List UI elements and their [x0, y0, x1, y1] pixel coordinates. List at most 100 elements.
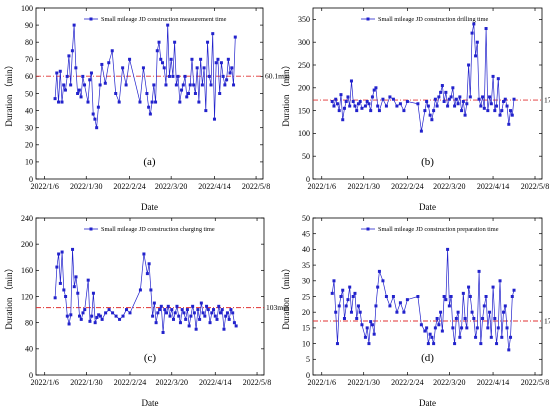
data-point	[344, 99, 348, 103]
data-point	[95, 126, 99, 130]
data-point	[391, 295, 395, 298]
data-point	[79, 317, 83, 321]
data-point	[395, 104, 399, 108]
data-point	[456, 102, 460, 106]
y-tick-label: 0	[306, 371, 310, 380]
y-tick-label: 120	[21, 292, 33, 301]
data-point	[74, 66, 78, 70]
data-point	[388, 95, 392, 99]
data-point	[505, 104, 509, 108]
data-point	[467, 63, 471, 67]
y-axis-label: Duration （min）	[281, 263, 291, 329]
data-point	[479, 342, 483, 346]
data-point	[72, 23, 76, 27]
data-point	[149, 288, 153, 292]
panel-label: (b)	[421, 156, 434, 168]
data-point	[493, 109, 497, 113]
data-point	[463, 316, 467, 320]
data-point	[69, 313, 73, 317]
data-point	[342, 316, 346, 320]
data-point	[121, 66, 125, 70]
data-point	[430, 335, 434, 339]
x-tick-label: 2022/4/14	[477, 182, 509, 191]
data-point	[432, 342, 436, 346]
y-tick-label: 40	[25, 106, 33, 115]
data-point	[468, 95, 472, 99]
data-point	[178, 321, 182, 325]
data-point	[363, 335, 367, 339]
y-tick-label: 15	[302, 324, 310, 333]
data-point	[93, 321, 97, 325]
y-tick-label: 10	[25, 158, 33, 167]
x-tick-label: 2022/3/20	[433, 182, 465, 191]
data-point	[365, 99, 369, 103]
data-point	[372, 332, 376, 336]
data-point	[154, 100, 158, 104]
chart-panel-3: 0 40 80 120 160 200 240 2022/1/6 2022/1/30 2022/2…	[4, 214, 289, 408]
data-point	[79, 95, 83, 99]
data-point	[341, 118, 345, 122]
y-tick-label: 30	[302, 277, 310, 286]
data-point	[512, 97, 516, 101]
data-point	[505, 326, 509, 330]
data-point	[55, 71, 59, 75]
y-tick-label: 35	[302, 261, 310, 270]
y-tick-label: 20	[25, 141, 33, 150]
data-point	[460, 326, 464, 330]
x-tick-label: 2022/1/6	[30, 378, 58, 387]
data-point	[437, 323, 441, 327]
data-point	[152, 83, 156, 87]
data-point	[217, 304, 221, 308]
data-point	[166, 23, 170, 27]
data-point	[507, 122, 511, 126]
x-tick-label: 2022/4/14	[199, 378, 231, 387]
data-point	[498, 113, 502, 117]
data-point	[341, 288, 345, 292]
data-point	[467, 285, 471, 289]
data-point	[477, 97, 481, 101]
data-point	[398, 301, 402, 305]
data-point	[161, 330, 165, 334]
data-point	[402, 109, 406, 113]
data-point	[207, 74, 211, 78]
chart-panel-4: 0 5 10 15 20 25 30 35 40 45 50 2022/1/6 2022/1/30 202…	[281, 214, 550, 408]
data-point	[202, 66, 206, 70]
panel-label: (a)	[143, 156, 156, 168]
y-tick-label: 40	[302, 245, 310, 254]
data-point	[188, 83, 192, 87]
data-point	[346, 298, 350, 302]
x-tick-label: 2022/5/8	[521, 378, 549, 387]
data-point	[416, 102, 420, 106]
y-tick-label: 45	[302, 230, 310, 239]
y-tick-label: 30	[25, 124, 33, 133]
data-point	[488, 95, 492, 99]
data-point	[489, 335, 493, 339]
data-point	[67, 54, 71, 58]
data-point	[196, 308, 200, 312]
data-point	[63, 88, 67, 92]
data-point	[370, 95, 374, 99]
data-point	[470, 31, 474, 35]
data-point	[356, 102, 360, 106]
data-point	[365, 326, 369, 330]
x-tick-label: 2022/1/6	[30, 182, 58, 191]
x-tick-label: 2022/1/30	[347, 378, 379, 387]
data-point	[444, 90, 448, 94]
data-point	[470, 310, 474, 314]
data-point	[489, 102, 493, 106]
data-point	[342, 106, 346, 110]
series-line	[331, 249, 515, 350]
data-point	[344, 304, 348, 308]
data-point	[218, 311, 222, 315]
data-point	[81, 74, 85, 78]
data-point	[335, 102, 339, 106]
data-point	[145, 92, 149, 95]
data-point	[337, 304, 341, 308]
data-point	[433, 326, 437, 330]
data-point	[351, 295, 355, 298]
data-point	[96, 105, 100, 109]
data-point	[493, 316, 497, 320]
data-point	[138, 288, 142, 292]
data-point	[391, 97, 395, 101]
data-point	[510, 295, 514, 298]
